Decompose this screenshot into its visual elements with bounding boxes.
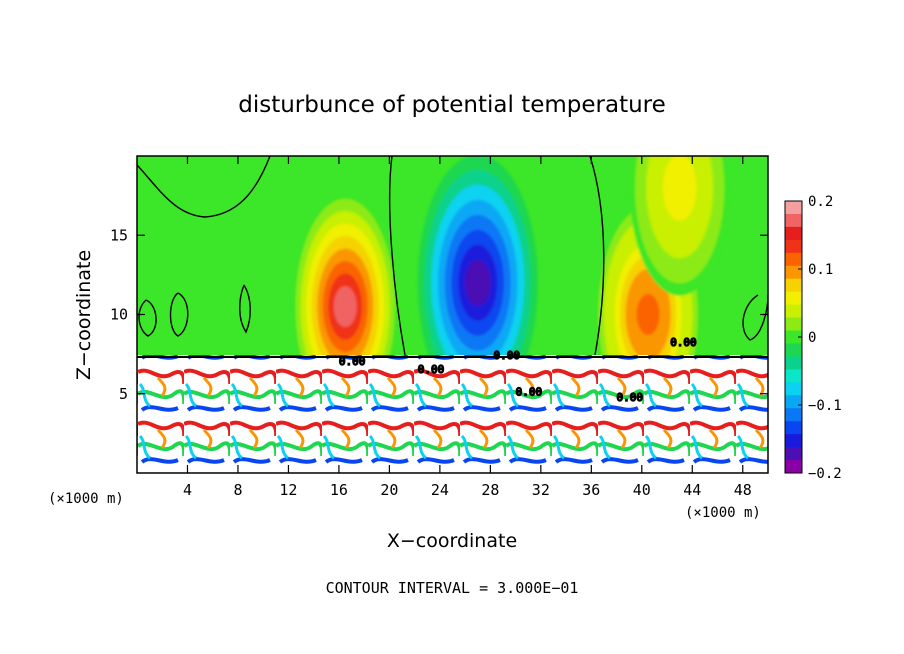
colorbar-tick-label: −0.2 [808, 466, 842, 482]
plot-field: 0.00 0.00 0.00 0.00 0.00 0.00 [137, 156, 768, 473]
contour-label: 0.00 [670, 336, 697, 349]
colorbar-segment [785, 304, 802, 319]
colorbar-tick-label: −0.1 [808, 398, 842, 414]
colorbar-segment [785, 265, 802, 280]
x-tick-label: 20 [380, 481, 398, 499]
colorbar-segment [785, 226, 802, 241]
chart-title: disturbunce of potential temperature [238, 92, 666, 118]
contour-label: 0.00 [494, 349, 521, 362]
anomaly-band [668, 167, 692, 209]
x-tick-label: 28 [481, 481, 499, 499]
x-axis: 4 8 12 16 20 24 28 32 36 40 44 48 [183, 156, 752, 499]
y-axis: 5 10 15 [110, 226, 768, 403]
x-tick-label: 16 [330, 481, 348, 499]
colorbar-tick-label: 0 [808, 330, 816, 346]
x-axis-label: X−coordinate [387, 530, 517, 552]
anomaly-band [636, 294, 660, 335]
contour-label: 0.00 [339, 355, 366, 368]
colorbar-segment [785, 201, 802, 215]
anomaly-band [464, 259, 491, 306]
x-tick-label: 36 [582, 481, 600, 499]
x-tick-label: 12 [279, 481, 297, 499]
colorbar-segment [785, 278, 802, 293]
colorbar-segment [785, 252, 802, 267]
x-tick-label: 40 [633, 481, 651, 499]
y-tick-label: 10 [110, 306, 128, 324]
colorbar-segment [785, 434, 802, 448]
warm-anomaly-3 [629, 156, 730, 296]
cold-anomaly-1 [417, 156, 538, 411]
colorbar-segment [785, 213, 802, 228]
colorbar-segment [785, 356, 802, 370]
x-tick-label: 24 [431, 481, 449, 499]
colorbar-segment [785, 291, 802, 306]
x-tick-label: 44 [683, 481, 701, 499]
colorbar: 0.2 0.1 0 −0.1 −0.2 [784, 194, 842, 482]
x-tick-label: 4 [183, 481, 192, 499]
contour-interval-note: CONTOUR INTERVAL = 3.000E−01 [326, 579, 579, 597]
y-tick-label: 15 [110, 226, 128, 244]
contour-label: 0.00 [516, 385, 543, 398]
colorbar-tick-label: 0.2 [808, 194, 833, 210]
x-tick-label: 48 [734, 481, 752, 499]
y-axis-label: Z−coordinate [73, 250, 95, 380]
colorbar-segment [785, 447, 802, 461]
x-tick-label: 32 [532, 481, 550, 499]
colorbar-segment [785, 382, 802, 396]
contour-label: 0.00 [418, 363, 445, 376]
x-unit-label-right: (×1000 m) [685, 505, 761, 521]
x-unit-label-left: (×1000 m) [48, 491, 124, 507]
colorbar-segment [785, 395, 802, 409]
colorbar-segment [785, 239, 802, 254]
x-tick-label: 8 [233, 481, 242, 499]
colorbar-segment [785, 460, 802, 474]
colorbar-segment [785, 330, 802, 344]
colorbar-segment [785, 317, 802, 332]
y-tick-label: 5 [119, 385, 128, 403]
contour-label: 0.00 [617, 391, 644, 404]
colorbar-segment [785, 408, 802, 422]
colorbar-segment [785, 343, 802, 357]
anomaly-band [333, 286, 357, 328]
colorbar-segment [785, 369, 802, 383]
colorbar-segment [785, 421, 802, 435]
colorbar-tick-label: 0.1 [808, 262, 833, 278]
